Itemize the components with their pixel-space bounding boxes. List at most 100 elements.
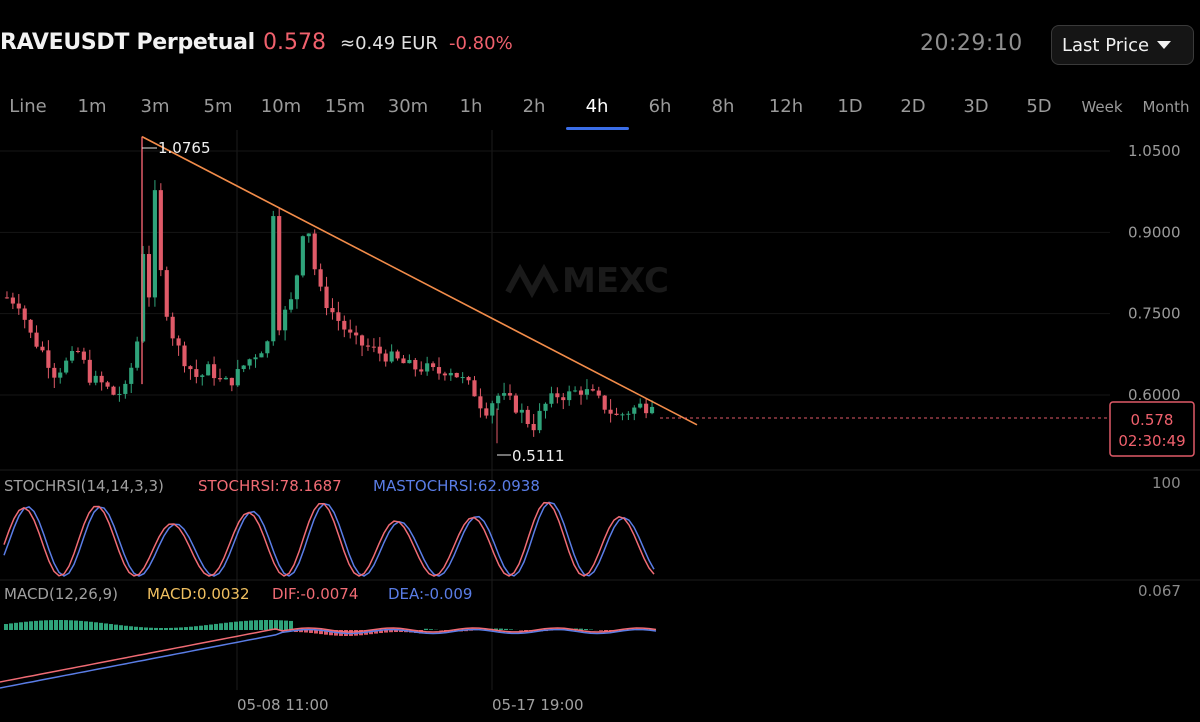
- tab-6h[interactable]: 6h: [648, 96, 672, 117]
- macd-bar: [304, 630, 308, 633]
- candle-body: [111, 386, 116, 395]
- tab-5m[interactable]: 5m: [203, 96, 233, 117]
- tab-2h[interactable]: 2h: [522, 96, 546, 117]
- tab-12h[interactable]: 12h: [768, 96, 804, 117]
- time-label-1: 05-08 11:00: [237, 696, 329, 714]
- macd-bar: [119, 625, 123, 630]
- candle-body: [182, 345, 187, 367]
- tab-8h[interactable]: 8h: [711, 96, 735, 117]
- candle-body: [52, 367, 57, 378]
- candle-body: [602, 395, 607, 410]
- macd-bar: [34, 620, 38, 630]
- tab-15m[interactable]: 15m: [324, 96, 366, 117]
- kline-chart[interactable]: MEXC 1.0765 0.5111 1.0500 0.9000 0.7500 0.6…: [0, 130, 1200, 722]
- macd-bar: [4, 624, 8, 630]
- candle-body: [277, 216, 282, 331]
- change-percent: -0.80%: [449, 33, 513, 54]
- chart-area[interactable]: MEXC 1.0765 0.5111 1.0500 0.9000 0.7500 0.6…: [0, 130, 1200, 722]
- candle-body: [371, 346, 376, 348]
- tab-1h[interactable]: 1h: [459, 96, 483, 117]
- candle-body: [531, 424, 536, 431]
- price-tick-label: 0.7500: [1128, 305, 1181, 323]
- macd-bar: [244, 620, 248, 630]
- candle-body: [519, 409, 524, 413]
- macd-bar: [319, 630, 323, 635]
- time-label-2: 05-17 19:00: [492, 696, 584, 714]
- candle-body: [46, 350, 51, 368]
- candle-body: [330, 308, 335, 313]
- candle-body: [306, 233, 311, 237]
- macd-bar: [504, 628, 508, 630]
- candle-body: [496, 395, 501, 404]
- candle-body: [590, 389, 595, 391]
- macd-bar: [499, 628, 503, 630]
- candle-body: [129, 367, 134, 384]
- candle-body: [543, 403, 548, 411]
- candle-body: [430, 363, 436, 368]
- price-type-label: Last Price: [1062, 34, 1150, 56]
- candle-body: [22, 308, 27, 320]
- macd-bar: [219, 623, 223, 630]
- candle-body: [312, 233, 317, 270]
- candle-body: [573, 390, 578, 392]
- candle-body: [537, 410, 542, 431]
- stochrsi-label: STOCHRSI(14,14,3,3): [4, 477, 164, 495]
- macd-bar: [274, 620, 278, 630]
- macd-value: MACD:0.0032: [147, 585, 250, 603]
- tab-1d[interactable]: 1D: [837, 96, 863, 117]
- candle-body: [135, 341, 140, 368]
- candle-body: [294, 275, 300, 300]
- tab-5d[interactable]: 5D: [1026, 96, 1052, 117]
- macd-bar: [494, 628, 498, 630]
- macd-bar: [24, 621, 28, 630]
- macd-bar: [524, 630, 528, 632]
- tab-30m[interactable]: 30m: [387, 96, 429, 117]
- macd-bar: [424, 628, 428, 630]
- dea-value: DEA:-0.009: [388, 585, 472, 603]
- macd-bar: [309, 630, 313, 633]
- candle-body: [401, 358, 406, 364]
- trendline[interactable]: [141, 135, 698, 426]
- candle-body: [454, 372, 459, 378]
- candle-body: [105, 382, 110, 387]
- macd-bar: [519, 630, 523, 631]
- tab-2d[interactable]: 2D: [900, 96, 926, 117]
- candle-body: [407, 359, 412, 364]
- tab-month[interactable]: Month: [1142, 98, 1190, 116]
- tab-4h[interactable]: 4h: [585, 96, 609, 117]
- candle-body: [69, 351, 75, 361]
- price-type-dropdown[interactable]: Last Price: [1051, 25, 1194, 65]
- symbol-title[interactable]: RAVEUSDT Perpetual: [0, 30, 255, 55]
- candle-body: [342, 320, 347, 330]
- macd-bar: [314, 630, 318, 634]
- candle-body: [318, 269, 323, 287]
- tab-3d[interactable]: 3D: [963, 96, 989, 117]
- candle-body: [75, 351, 81, 353]
- macd-bar: [49, 620, 53, 630]
- marker-countdown: 02:30:49: [1118, 432, 1185, 450]
- macd-bar: [374, 630, 378, 634]
- macd-bar: [239, 621, 243, 630]
- candle-body: [419, 369, 424, 372]
- candle-body: [472, 380, 477, 397]
- candle-body: [614, 413, 619, 415]
- low-annotation: 0.5111: [497, 447, 565, 465]
- candle-body: [644, 403, 649, 414]
- candle-body: [176, 338, 181, 346]
- stochrsi-d-value: MASTOCHRSI:62.0938: [373, 477, 540, 495]
- tab-1m[interactable]: 1m: [77, 96, 107, 117]
- candle-body: [632, 407, 637, 414]
- macd-bar: [159, 627, 163, 630]
- dea-line: [0, 628, 657, 689]
- price-axis: 1.0500 0.9000 0.7500 0.6000: [1128, 142, 1181, 404]
- macd-bar: [234, 621, 238, 630]
- macd-bar: [299, 630, 303, 633]
- tab-week[interactable]: Week: [1081, 98, 1123, 116]
- macd-bar: [44, 620, 48, 630]
- tab-3m[interactable]: 3m: [140, 96, 170, 117]
- stochrsi-k-value: STOCHRSI:78.1687: [198, 477, 342, 495]
- candle-body: [359, 335, 365, 346]
- tab-10m[interactable]: 10m: [260, 96, 302, 117]
- macd-bar: [109, 624, 113, 630]
- tab-line[interactable]: Line: [9, 96, 47, 117]
